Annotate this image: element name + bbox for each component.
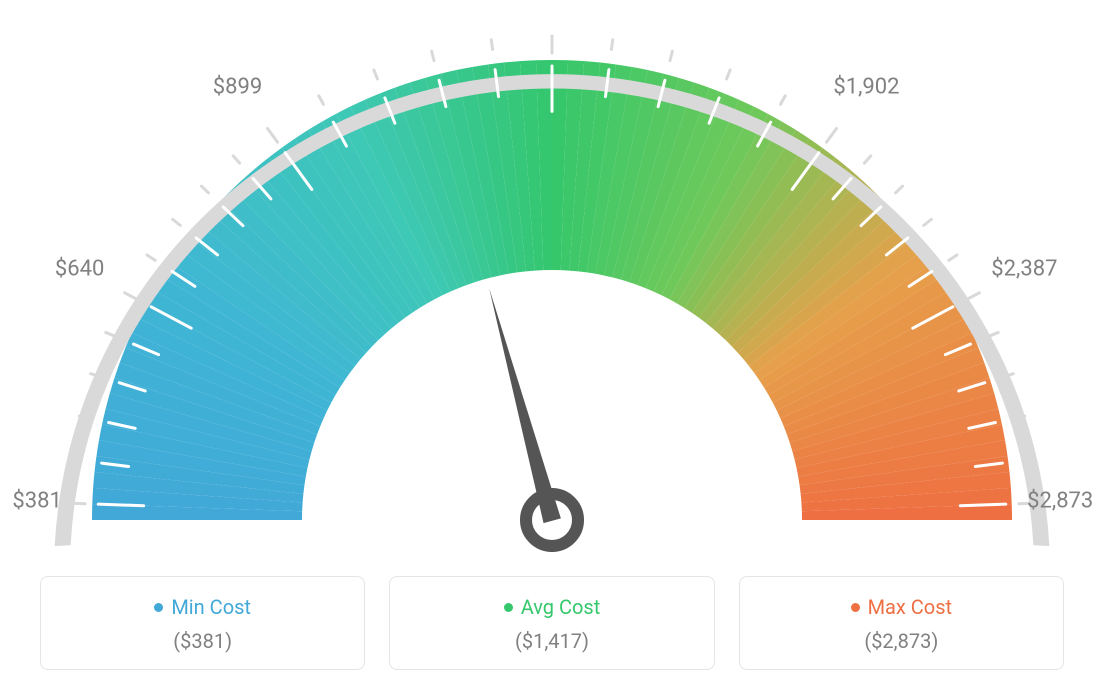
legend-max-label: Max Cost <box>851 595 953 619</box>
gauge-needle <box>489 288 561 523</box>
legend-min-value: ($381) <box>51 629 354 653</box>
legend-avg-value: ($1,417) <box>400 629 703 653</box>
gauge-svg <box>0 0 1104 560</box>
legend-row: Min Cost ($381) Avg Cost ($1,417) Max Co… <box>0 576 1104 670</box>
gauge-tick-label: $899 <box>213 75 262 100</box>
gauge-tick-label: $1,902 <box>833 75 899 100</box>
gauge-tick-label: $640 <box>55 256 104 281</box>
legend-card-avg: Avg Cost ($1,417) <box>389 576 714 670</box>
legend-max-value: ($2,873) <box>750 629 1053 653</box>
legend-avg-label: Avg Cost <box>504 595 601 619</box>
gauge-tick-label: $2,873 <box>1027 489 1093 514</box>
cost-gauge-chart: $381$640$899$1,417$1,902$2,387$2,873 Min… <box>0 0 1104 690</box>
gauge-area <box>0 0 1104 560</box>
legend-card-min: Min Cost ($381) <box>40 576 365 670</box>
gauge-tick-label: $2,387 <box>991 256 1057 281</box>
legend-card-max: Max Cost ($2,873) <box>739 576 1064 670</box>
gauge-arc <box>92 60 1012 520</box>
gauge-tick-label: $381 <box>12 489 61 514</box>
legend-min-label: Min Cost <box>154 595 251 619</box>
